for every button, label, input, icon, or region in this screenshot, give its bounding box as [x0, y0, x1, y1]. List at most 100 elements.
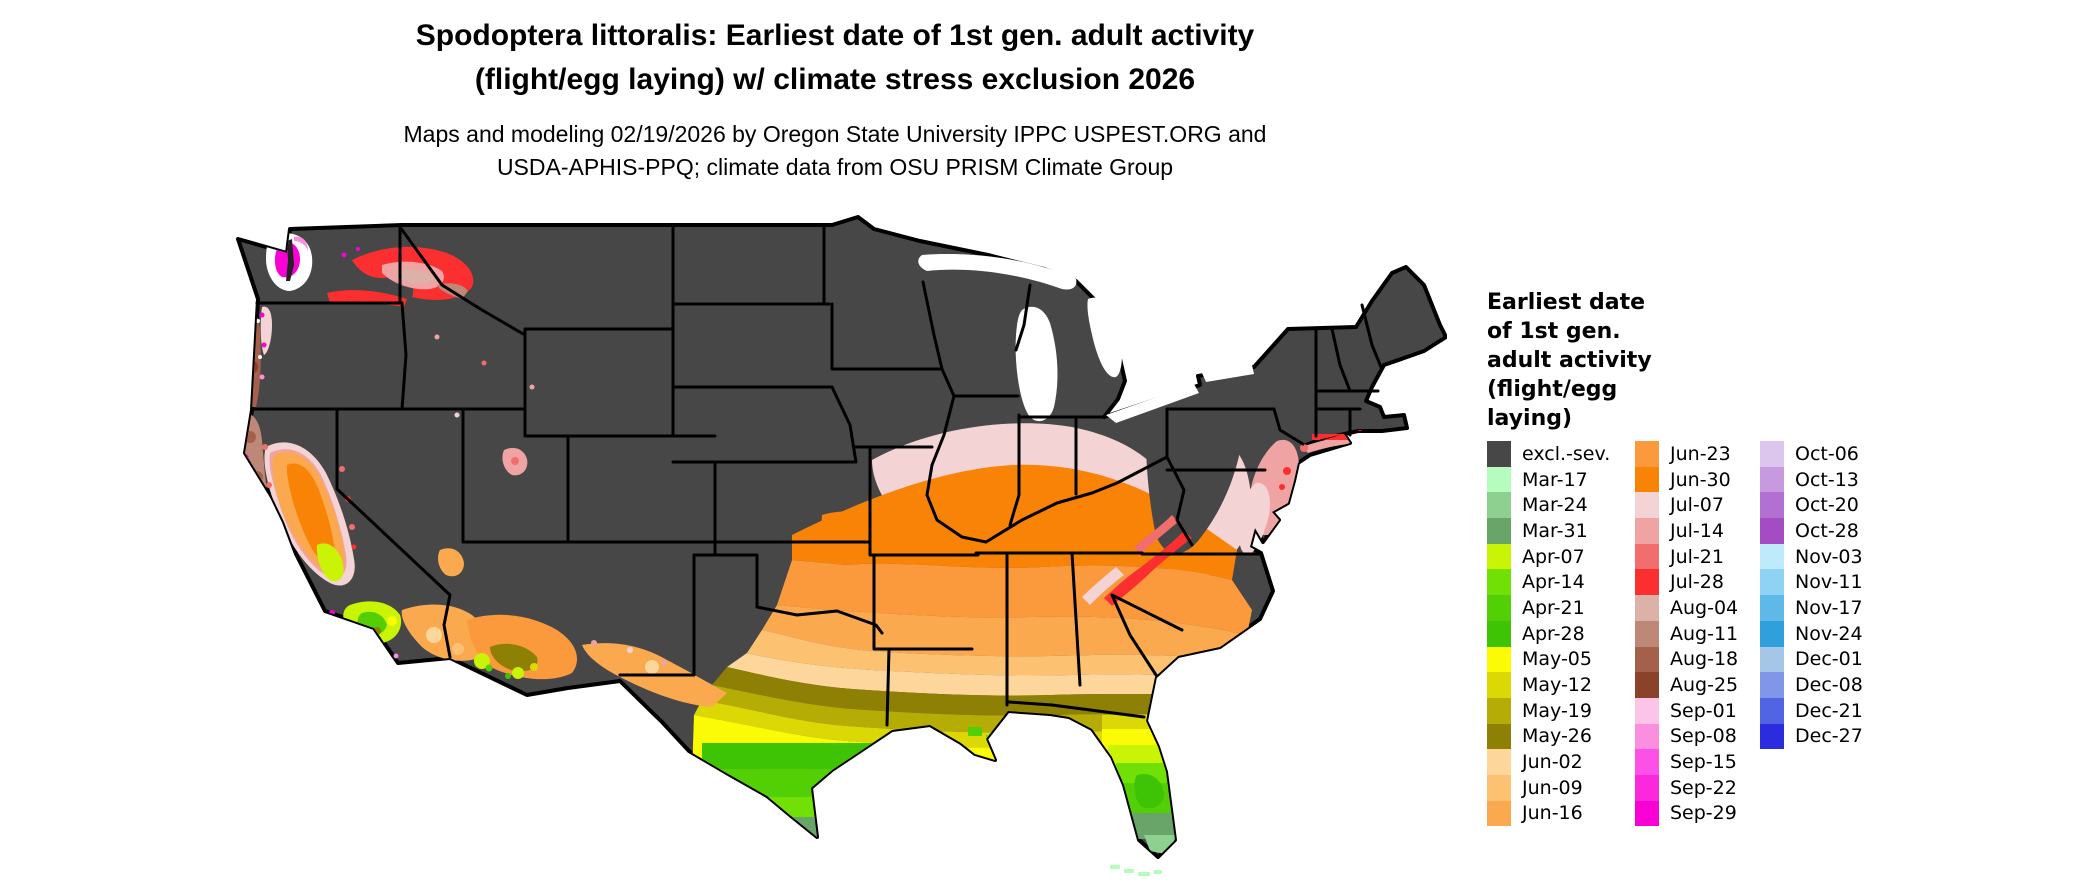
- legend-item: Sep-29: [1635, 800, 1738, 827]
- legend-item-label: Aug-11: [1670, 622, 1739, 645]
- legend-item-label: Dec-08: [1795, 674, 1863, 697]
- legend-item: Aug-11: [1635, 620, 1739, 647]
- legend-swatch: [1487, 543, 1511, 570]
- legend-item: Dec-27: [1760, 723, 1863, 750]
- legend-swatch: [1487, 569, 1511, 596]
- legend-item-label: Apr-14: [1522, 571, 1585, 594]
- legend-swatch: [1635, 595, 1659, 621]
- legend-swatch: [1760, 543, 1784, 570]
- legend-swatch: [1635, 646, 1659, 673]
- legend-item: Sep-22: [1635, 774, 1738, 801]
- legend-swatch: [1487, 518, 1511, 544]
- us-map-svg: [236, 215, 1448, 876]
- great-lakes: [918, 254, 1254, 423]
- legend-item-label: Jul-07: [1670, 494, 1724, 517]
- map-subtitle: Maps and modeling 02/19/2026 by Oregon S…: [240, 118, 1430, 184]
- legend-item-label: Jul-14: [1670, 519, 1724, 542]
- legend-item: Jul-14: [1635, 518, 1738, 544]
- legend-item-label: Aug-18: [1670, 648, 1739, 671]
- legend-column-2: Jun-23 Jun-30 Jul-07 Jul-14 Jul-21 Jul-28 Aug-…: [1635, 441, 1739, 827]
- title-line-1: Spodoptera littoralis: Earliest date of …: [415, 19, 1255, 52]
- legend-item: Dec-21: [1760, 697, 1863, 724]
- legend: Earliest date of 1st gen. adult activity…: [1487, 288, 2047, 841]
- legend-item-label: excl.-sev.: [1522, 442, 1611, 465]
- legend-item: Jul-07: [1635, 492, 1738, 519]
- legend-item: Jun-16: [1487, 800, 1610, 827]
- legend-item: Aug-18: [1635, 646, 1739, 673]
- legend-item: Dec-08: [1760, 672, 1863, 698]
- legend-swatch: [1487, 774, 1511, 801]
- legend-column-1: excl.-sev. Mar-17 Mar-24 Mar-31 Apr-07 Apr-14…: [1487, 441, 1611, 827]
- legend-item: Jun-09: [1487, 774, 1610, 801]
- legend-swatch: [1487, 646, 1511, 673]
- legend-item: Nov-24: [1760, 620, 1863, 647]
- legend-item: Aug-04: [1635, 595, 1738, 621]
- legend-swatch: [1487, 723, 1511, 750]
- legend-item-label: Sep-01: [1670, 699, 1737, 722]
- legend-item: Mar-24: [1487, 492, 1610, 519]
- legend-columns: excl.-sev. Mar-17 Mar-24 Mar-31 Apr-07 Apr-14…: [1487, 441, 2047, 841]
- legend-swatch: [1635, 492, 1659, 519]
- legend-swatch: [1635, 441, 1659, 467]
- legend-swatch: [1760, 518, 1784, 544]
- legend-item-label: Jun-16: [1522, 802, 1583, 825]
- legend-item: Oct-13: [1760, 466, 1863, 493]
- title-line-2: (flight/egg laying) w/ climate stress ex…: [474, 63, 1196, 96]
- legend-swatch: [1635, 749, 1659, 775]
- state-borders: [250, 223, 1383, 727]
- legend-item: Jun-02: [1487, 749, 1610, 775]
- legend-swatch: [1635, 569, 1659, 596]
- legend-item-label: Jul-28: [1670, 571, 1724, 594]
- legend-swatch: [1635, 774, 1659, 801]
- us-map: [232, 215, 1448, 882]
- legend-item: Aug-25: [1635, 672, 1738, 698]
- legend-item: Apr-07: [1487, 543, 1610, 570]
- legend-item: Nov-03: [1760, 543, 1863, 570]
- legend-item: Mar-17: [1487, 466, 1610, 493]
- legend-item: Apr-21: [1487, 595, 1610, 621]
- legend-item-label: May-26: [1522, 725, 1592, 748]
- legend-item: Sep-01: [1635, 697, 1738, 724]
- map-title: Spodoptera littoralis: Earliest date of …: [240, 14, 1430, 102]
- legend-item-label: Jun-09: [1522, 776, 1583, 799]
- legend-item: May-19: [1487, 697, 1610, 724]
- legend-swatch: [1487, 595, 1511, 621]
- legend-item: Sep-15: [1635, 749, 1738, 775]
- legend-swatch: [1760, 620, 1784, 647]
- legend-item-label: Dec-01: [1795, 648, 1863, 671]
- legend-swatch: [1760, 697, 1784, 724]
- legend-swatch: [1487, 492, 1511, 519]
- legend-item: Jul-28: [1635, 569, 1738, 596]
- legend-item-label: Mar-31: [1522, 519, 1588, 542]
- legend-item-label: Apr-21: [1522, 596, 1585, 619]
- legend-item-label: Oct-06: [1795, 442, 1859, 465]
- legend-item-label: Jul-21: [1670, 545, 1724, 568]
- legend-swatch: [1760, 466, 1784, 493]
- legend-item-label: Sep-08: [1670, 725, 1737, 748]
- legend-swatch: [1487, 466, 1511, 493]
- legend-swatch: [1487, 441, 1511, 467]
- legend-item: May-12: [1487, 672, 1610, 698]
- legend-item: Jun-23: [1635, 441, 1738, 467]
- legend-swatch: [1760, 723, 1784, 750]
- legend-title: Earliest date of 1st gen. adult activity…: [1487, 290, 1652, 431]
- legend-item: May-05: [1487, 646, 1610, 673]
- legend-item: Oct-20: [1760, 492, 1863, 519]
- legend-item: Mar-31: [1487, 518, 1610, 544]
- legend-item-label: Oct-28: [1795, 519, 1859, 542]
- legend-item-label: Aug-25: [1670, 674, 1739, 697]
- legend-item-label: Mar-24: [1522, 494, 1588, 517]
- legend-item: Jul-21: [1635, 543, 1738, 570]
- legend-swatch: [1487, 620, 1511, 647]
- legend-swatch: [1760, 646, 1784, 673]
- legend-swatch: [1635, 518, 1659, 544]
- legend-swatch: [1635, 620, 1659, 647]
- legend-swatch: [1487, 672, 1511, 698]
- legend-swatch: [1635, 543, 1659, 570]
- legend-item: May-26: [1487, 723, 1610, 750]
- legend-swatch: [1635, 697, 1659, 724]
- legend-item: Jun-30: [1635, 466, 1738, 493]
- legend-item-label: Oct-20: [1795, 494, 1859, 517]
- legend-swatch: [1760, 595, 1784, 621]
- header: Spodoptera littoralis: Earliest date of …: [240, 14, 1430, 184]
